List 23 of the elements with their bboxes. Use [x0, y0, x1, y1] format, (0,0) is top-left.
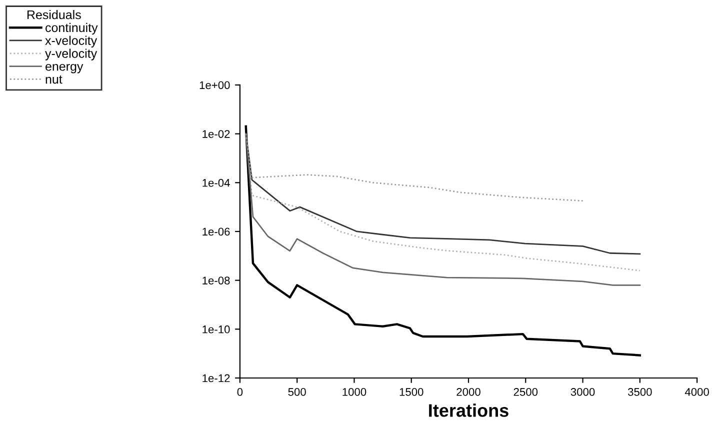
legend-label: continuity	[46, 22, 98, 35]
x-tick-label: 0	[237, 388, 243, 396]
x-tick-label: 4000	[684, 388, 709, 396]
y-tick-label: 1e-04	[202, 178, 230, 187]
legend-label: nut	[46, 75, 62, 84]
legend-label: energy	[46, 64, 84, 74]
legend-title: Residuals	[27, 10, 81, 20]
x-tick-label: 500	[288, 388, 306, 396]
legend-label: y-velocity	[45, 48, 98, 60]
x-tick-label: 3500	[628, 388, 652, 396]
x-tick-label: 2000	[456, 388, 480, 396]
y-tick-label: 1e-02	[202, 130, 230, 138]
x-axis-title: Iterations	[429, 404, 508, 417]
y-tick-label: 1e-12	[202, 374, 230, 382]
y-tick-label: 1e-06	[202, 228, 230, 236]
x-tick-label: 1000	[342, 388, 366, 396]
y-tick-label: 1e-10	[202, 325, 230, 334]
x-tick-label: 2500	[514, 388, 538, 396]
y-tick-label: 1e-08	[202, 276, 230, 284]
x-tick-label: 3000	[570, 388, 595, 396]
x-tick-label: 1500	[400, 388, 424, 396]
legend-label: x-velocity	[45, 36, 98, 48]
y-tick-label: 1e+00	[200, 81, 230, 90]
